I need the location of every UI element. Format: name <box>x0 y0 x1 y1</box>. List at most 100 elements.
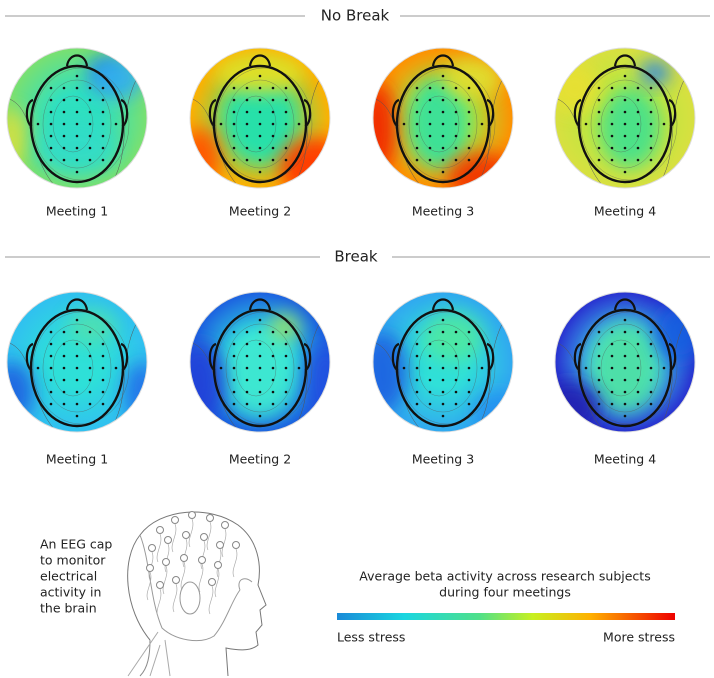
electrode <box>49 86 53 90</box>
electrode <box>75 402 79 406</box>
heat-blob <box>225 73 295 163</box>
cap-electrode <box>216 541 224 549</box>
electrode <box>245 110 249 114</box>
electrode <box>258 170 262 174</box>
electrode <box>623 354 627 358</box>
electrode <box>49 98 53 102</box>
electrode <box>75 330 79 334</box>
map-rim <box>554 291 696 433</box>
electrode <box>219 366 223 370</box>
electrode <box>232 354 236 358</box>
electrode <box>284 86 288 90</box>
cap-wire <box>156 533 162 563</box>
electrode <box>441 158 445 162</box>
eeg-cap-illustration <box>127 511 267 677</box>
electrode <box>454 134 458 138</box>
electrode <box>428 134 432 138</box>
electrode <box>597 378 601 382</box>
electrode <box>649 158 653 162</box>
electrode <box>649 366 653 370</box>
electrode <box>649 146 653 150</box>
electrode <box>623 134 627 138</box>
electrode <box>284 342 288 346</box>
electrode <box>62 98 66 102</box>
electrode <box>49 354 53 358</box>
caption-line: to monitor <box>40 553 106 568</box>
electrode <box>88 354 92 358</box>
electrode <box>415 342 419 346</box>
electrode <box>428 354 432 358</box>
electrode <box>467 86 471 90</box>
color-scale <box>337 613 675 620</box>
electrode <box>101 378 105 382</box>
contour <box>111 77 138 184</box>
electrode <box>36 366 40 370</box>
map-label: Meeting 3 <box>412 452 474 467</box>
cap-wire <box>214 568 220 598</box>
electrode <box>88 110 92 114</box>
electrode <box>75 342 79 346</box>
heatmap <box>190 48 330 188</box>
electrode <box>271 330 275 334</box>
electrode <box>258 366 262 370</box>
cap-electrode <box>172 576 180 584</box>
electrode <box>649 402 653 406</box>
electrodes <box>146 511 240 618</box>
electrode <box>258 134 262 138</box>
cap-wire <box>162 565 168 595</box>
electrode <box>258 122 262 126</box>
electrode <box>75 390 79 394</box>
contour <box>477 77 504 184</box>
legend-title: Average beta activity across research su… <box>359 569 650 584</box>
electrode <box>101 134 105 138</box>
electrode <box>245 330 249 334</box>
topomap: Meeting 1 <box>6 47 148 219</box>
electrode <box>610 330 614 334</box>
electrode <box>271 390 275 394</box>
electrode <box>428 86 432 90</box>
electrode <box>597 330 601 334</box>
electrode <box>623 158 627 162</box>
electrode <box>75 110 79 114</box>
head <box>577 64 673 184</box>
electrode <box>415 86 419 90</box>
map-label: Meeting 4 <box>594 452 656 467</box>
nose <box>431 298 455 311</box>
head <box>29 308 125 428</box>
electrode <box>480 122 484 126</box>
electrode <box>610 378 614 382</box>
electrode <box>441 366 445 370</box>
electrode <box>49 330 53 334</box>
electrode <box>245 146 249 150</box>
cap-wire <box>232 548 238 578</box>
electrode <box>88 122 92 126</box>
heatmap <box>555 48 695 188</box>
electrode <box>467 98 471 102</box>
electrode <box>454 146 458 150</box>
electrode <box>258 414 262 418</box>
electrode <box>428 110 432 114</box>
electrode <box>232 402 236 406</box>
cap-electrode <box>214 561 222 569</box>
electrode <box>271 134 275 138</box>
cap-wire <box>156 588 162 618</box>
electrode <box>415 378 419 382</box>
caption-line: electrical <box>40 569 97 584</box>
electrode <box>245 122 249 126</box>
heat-blob <box>473 392 513 432</box>
electrode <box>75 414 79 418</box>
map-rim <box>372 291 514 433</box>
electrode <box>49 378 53 382</box>
electrode <box>662 366 666 370</box>
electrode <box>49 158 53 162</box>
electrode <box>245 354 249 358</box>
electrode <box>232 110 236 114</box>
electrode <box>232 390 236 394</box>
electrode <box>232 146 236 150</box>
map-label: Meeting 4 <box>594 204 656 219</box>
electrode <box>284 110 288 114</box>
electrode <box>636 330 640 334</box>
electrode <box>284 98 288 102</box>
contour <box>659 77 686 184</box>
electrode <box>232 158 236 162</box>
